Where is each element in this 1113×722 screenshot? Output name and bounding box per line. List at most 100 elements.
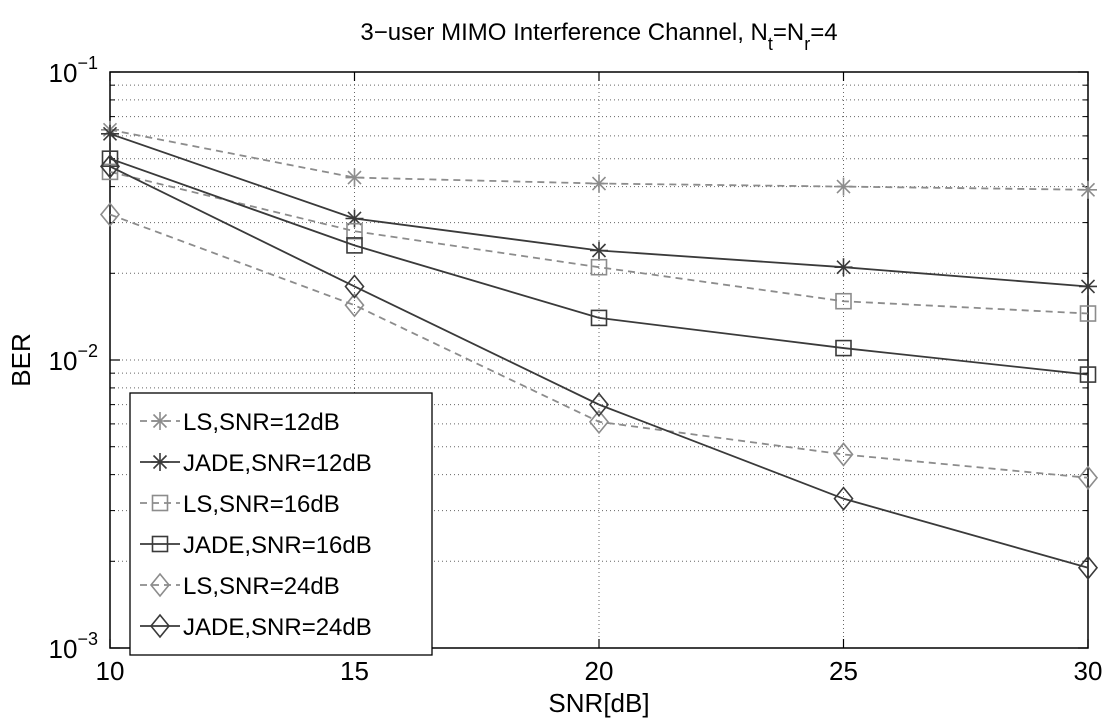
legend-label: JADE,SNR=16dB (183, 532, 372, 559)
marker-shape (149, 613, 171, 639)
marker-stroke (152, 413, 168, 429)
marker-stroke (152, 454, 168, 470)
data-point (345, 209, 364, 228)
marker-shape (833, 486, 854, 511)
x-axis-title: SNR[dB] (548, 688, 649, 718)
marker-shape (835, 339, 852, 357)
legend-item: LS,SNR=12dB (140, 409, 340, 436)
marker-shape (590, 258, 608, 276)
data-point (101, 124, 119, 143)
data-point (346, 222, 363, 240)
marker-shape (588, 409, 610, 435)
legend-marker (151, 494, 169, 512)
data-point (1077, 465, 1099, 491)
marker-shape (101, 150, 119, 167)
marker-stroke (102, 126, 118, 141)
data-point (1079, 180, 1097, 199)
marker-shape (346, 222, 363, 240)
series-line (109, 213, 1089, 479)
y-axis-title: BER (6, 333, 36, 386)
marker-shape (1079, 305, 1097, 322)
legend-label: LS,SNR=12dB (183, 409, 340, 436)
data-point (833, 486, 854, 511)
marker-shape (590, 309, 608, 327)
marker-stroke (1080, 182, 1096, 197)
legend: LS,SNR=12dB JADE,SNR=12dB LS,SNR=16dB JADE,… (129, 392, 433, 656)
data-point (346, 237, 363, 254)
chart-title-end: =4 (810, 19, 837, 46)
marker-shape (1077, 465, 1099, 491)
legend-marker (149, 572, 171, 598)
legend-item: JADE,SNR=12dB (140, 450, 372, 477)
y-tick-label: 10−1 (49, 53, 98, 88)
chart-title-sub-r: r (804, 34, 810, 54)
legend-marker (151, 535, 169, 553)
data-point (1079, 366, 1097, 383)
marker-stroke (347, 211, 362, 226)
marker-shape (99, 202, 121, 227)
legend-label: JADE,SNR=24dB (183, 614, 372, 641)
data-point (344, 292, 365, 318)
series-JADE,SNR=16dB (101, 150, 1097, 383)
data-point (345, 168, 364, 187)
series-LS,SNR=24dB (99, 202, 1099, 491)
marker-shape (151, 535, 169, 553)
x-tick-label: 30 (1074, 656, 1103, 686)
legend-label: LS,SNR=24dB (183, 573, 340, 600)
legend-item: LS,SNR=24dB (140, 572, 340, 600)
x-tick-label: 15 (340, 656, 369, 686)
marker-shape (344, 292, 365, 318)
marker-stroke (836, 260, 851, 275)
marker-stroke (1080, 279, 1096, 294)
marker-shape (1079, 366, 1097, 383)
legend-marker (151, 453, 169, 471)
data-point (590, 174, 608, 193)
series-line (109, 157, 1089, 376)
marker-shape (101, 163, 119, 181)
series-line (109, 171, 1089, 315)
y-tick-label: 10−2 (49, 341, 98, 376)
legend-label: LS,SNR=16dB (183, 491, 340, 518)
data-point (590, 241, 608, 260)
legend-marker (149, 613, 171, 639)
chart-title: 3−user MIMO Interference Channel, Nt=Nr=… (360, 19, 837, 54)
data-point (1077, 555, 1099, 580)
legend-item: JADE,SNR=24dB (140, 613, 372, 641)
series-LS,SNR=16dB (101, 163, 1097, 322)
legend-item: JADE,SNR=16dB (140, 532, 372, 559)
data-point (101, 163, 119, 181)
marker-shape (1077, 555, 1099, 580)
data-point (590, 309, 608, 327)
data-point (99, 154, 121, 179)
series-line (109, 165, 1089, 569)
data-point (835, 292, 852, 310)
data-point (588, 409, 610, 435)
marker-shape (344, 274, 365, 299)
data-point (1079, 305, 1097, 322)
data-point (344, 274, 365, 299)
legend-label: JADE,SNR=12dB (183, 450, 372, 477)
legend-marker (151, 412, 169, 430)
marker-shape (835, 292, 852, 310)
x-tick-label: 10 (96, 656, 125, 686)
marker-stroke (591, 243, 607, 258)
x-tick-label: 20 (585, 656, 614, 686)
marker-shape (151, 494, 169, 512)
data-point (1079, 277, 1097, 296)
legend-item: LS,SNR=16dB (140, 491, 340, 518)
data-point (590, 258, 608, 276)
y-tick-label: 10−3 (49, 629, 98, 664)
marker-shape (149, 572, 171, 598)
series-JADE,SNR=12dB (101, 124, 1097, 296)
marker-shape (99, 154, 121, 179)
data-point (99, 202, 121, 227)
data-point (588, 392, 610, 417)
chart-title-mid: =N (773, 19, 804, 46)
legend-box (129, 392, 433, 656)
chart-title-sub-t: t (768, 34, 773, 54)
chart-title-main: 3−user MIMO Interference Channel, N (360, 19, 768, 46)
marker-stroke (347, 170, 362, 185)
data-point (833, 442, 854, 467)
marker-stroke (591, 176, 607, 191)
